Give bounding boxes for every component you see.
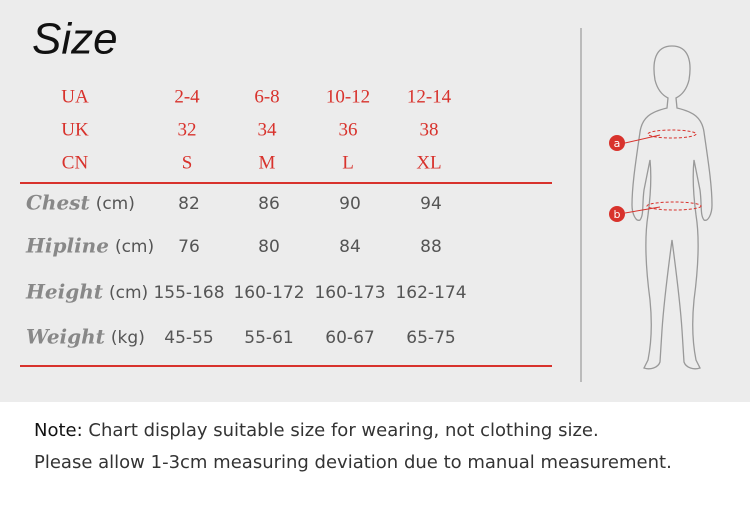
measure-value: 90	[339, 194, 361, 214]
note-label: Note:	[34, 420, 83, 441]
chest-measure	[647, 129, 697, 139]
size-value: 12-14	[407, 86, 452, 107]
measure-label: Hipline	[25, 234, 109, 258]
size-system: UA	[61, 86, 89, 107]
measure-value: 162-174	[395, 283, 466, 303]
title: Size	[32, 15, 118, 64]
measure-value: 60-67	[325, 328, 374, 348]
measure-value: 45-55	[164, 328, 213, 348]
measure-value: 55-61	[244, 328, 293, 348]
measure-value: 155-168	[153, 283, 224, 303]
measure-unit: (kg)	[111, 328, 145, 348]
measure-value: 84	[339, 237, 361, 257]
panel	[0, 0, 750, 402]
note-text: Please allow 1-3cm measuring deviation d…	[34, 452, 672, 473]
marker-label: a	[614, 137, 621, 150]
measure-value: 82	[178, 194, 200, 214]
size-value: L	[342, 152, 354, 173]
size-value: 10-12	[326, 86, 370, 107]
measure-label: Height	[25, 280, 104, 304]
measure-value: 160-172	[233, 283, 304, 303]
measure-label: Chest	[26, 191, 90, 215]
measure-label: Weight	[26, 325, 106, 349]
measure-value: 94	[420, 194, 442, 214]
measure-value: 80	[258, 237, 280, 257]
size-system: UK	[61, 119, 89, 140]
measure-unit: (cm)	[115, 237, 154, 257]
pointer	[624, 134, 661, 144]
size-value: 32	[178, 119, 197, 140]
measure-value: 65-75	[406, 328, 455, 348]
hip-measure	[646, 201, 702, 211]
measure-value: 88	[420, 237, 442, 257]
size-value: 38	[420, 119, 439, 140]
size-value: 36	[339, 119, 358, 140]
size-system: CN	[62, 152, 89, 173]
size-value: 6-8	[254, 86, 279, 107]
marker-label: b	[614, 208, 621, 221]
pointer	[624, 206, 661, 214]
marker	[609, 206, 625, 222]
size-value: 2-4	[174, 86, 200, 107]
measure-unit: (cm)	[96, 194, 135, 214]
body-figure	[631, 45, 713, 370]
size-value: XL	[416, 152, 441, 173]
note: Note: Chart display suitable size for we…	[34, 420, 599, 441]
size-value: 34	[258, 119, 278, 140]
note-text: Chart display suitable size for wearing,…	[88, 420, 598, 441]
marker	[609, 135, 625, 151]
size-value: M	[259, 152, 276, 173]
measure-value: 86	[258, 194, 280, 214]
measure-unit: (cm)	[109, 283, 148, 303]
size-value: S	[182, 152, 193, 173]
measure-value: 76	[178, 237, 200, 257]
measure-value: 160-173	[314, 283, 385, 303]
